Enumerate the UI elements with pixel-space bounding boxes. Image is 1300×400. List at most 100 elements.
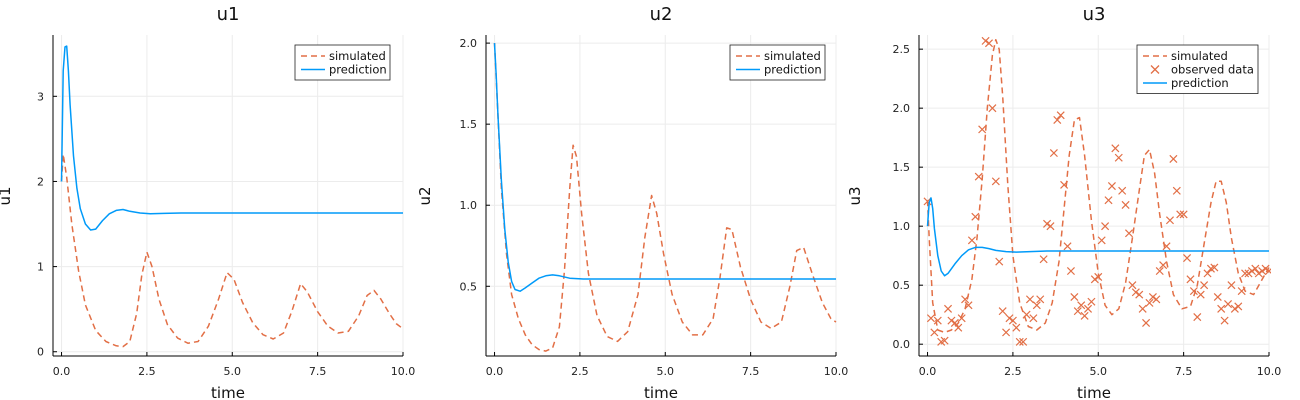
observed-point-marker xyxy=(1114,153,1123,162)
observed-point-marker xyxy=(1124,229,1134,238)
y-tick-label: 2.0 xyxy=(460,37,478,50)
plot-area: 0.0 2.5 5.0 7.5 10.0 0.5 1.0 1.5 2.0 simulatedpre… xyxy=(460,35,849,378)
observed-point-marker xyxy=(1025,295,1035,304)
y-tick-label: 3 xyxy=(37,90,44,103)
observed-point-marker xyxy=(981,36,990,45)
observed-point-marker xyxy=(1264,267,1271,276)
observed-point-marker xyxy=(1107,182,1116,191)
observed-point-marker xyxy=(1043,219,1052,228)
observed-point-marker xyxy=(950,318,959,327)
x-tick-label: 0.0 xyxy=(53,365,71,378)
observed-point-marker xyxy=(971,212,980,221)
observed-point-marker xyxy=(1039,255,1048,264)
observed-point-marker xyxy=(1097,236,1106,245)
observed-point-marker xyxy=(1005,314,1014,323)
x-tick-label: 7.5 xyxy=(742,365,760,378)
y-tick-label: 2 xyxy=(37,175,44,188)
observed-point-marker xyxy=(1111,144,1120,153)
x-axis-label: time xyxy=(644,384,678,400)
observed-point-marker xyxy=(1066,267,1075,276)
y-tick-label: 0.0 xyxy=(893,338,911,351)
observed-point-marker xyxy=(1155,267,1164,276)
observed-point-marker xyxy=(1008,316,1017,325)
observed-point-marker xyxy=(1145,298,1154,307)
observed-point-marker xyxy=(1220,316,1229,325)
panel-title: u1 xyxy=(217,4,240,25)
observed-point-marker xyxy=(1162,242,1171,251)
observed-point-marker xyxy=(1169,154,1178,163)
legend-box xyxy=(1136,44,1259,94)
observed-point-marker xyxy=(1179,210,1188,219)
y-tick-label: 0.5 xyxy=(460,280,478,293)
observed-point-marker xyxy=(1152,295,1161,304)
observed-point-marker xyxy=(1053,115,1062,124)
series-layer xyxy=(60,45,404,348)
observed-point-marker xyxy=(1193,313,1202,322)
observed-point-marker xyxy=(961,295,970,304)
y-tick-label: 1 xyxy=(37,261,44,274)
observed-point-marker xyxy=(1118,186,1127,195)
observed-point-marker xyxy=(995,257,1004,266)
observed-point-marker xyxy=(1138,304,1147,313)
observed-point-marker xyxy=(1046,222,1055,231)
observed-point-marker xyxy=(1189,287,1198,296)
legend-label: prediction xyxy=(1171,76,1229,90)
observed-point-marker xyxy=(1049,148,1058,158)
y-axis-label: u3 xyxy=(846,186,864,205)
observed-point-marker xyxy=(1087,297,1096,306)
x-tick-label: 2.5 xyxy=(138,365,156,378)
observed-point-marker xyxy=(1234,302,1243,311)
observed-point-marker xyxy=(998,307,1007,316)
prediction-series-line xyxy=(493,43,836,292)
panel-title: u2 xyxy=(650,4,673,25)
simulated-series-line xyxy=(493,43,837,352)
observed-point-marker xyxy=(1247,267,1256,276)
observed-point-marker xyxy=(1210,263,1219,272)
observed-point-marker xyxy=(1077,301,1086,310)
y-tick-label: 2.5 xyxy=(893,43,911,56)
observed-point-marker xyxy=(1104,196,1113,205)
observed-point-marker xyxy=(1237,287,1246,296)
observed-point-marker xyxy=(1012,323,1021,332)
observed-point-marker xyxy=(1241,269,1250,278)
observed-point-marker xyxy=(1056,111,1065,120)
observed-point-marker xyxy=(1258,267,1267,276)
observed-point-marker xyxy=(1148,292,1157,302)
observed-point-marker xyxy=(930,328,939,337)
observed-point-marker xyxy=(1015,337,1024,346)
y-tick-label: 2.0 xyxy=(893,102,911,115)
observed-point-marker xyxy=(1227,281,1236,290)
legend-label: observed data xyxy=(1171,63,1254,77)
observed-point-marker xyxy=(1080,311,1089,320)
observed-point-marker xyxy=(991,177,1000,186)
observed-point-marker xyxy=(1121,200,1130,209)
observed-point-marker xyxy=(988,104,997,113)
observed-point-marker xyxy=(1196,290,1205,299)
x-axis-label: time xyxy=(211,384,245,400)
observed-point-marker xyxy=(1128,281,1137,290)
panel-u1: u1 time u1 0.0 2.5 5.0 7.5 10.0 0 1 2 3 simulated… xyxy=(0,4,415,400)
y-tick-label: 0.5 xyxy=(893,279,911,292)
observed-point-marker xyxy=(1101,222,1110,231)
legend-box xyxy=(294,44,391,81)
observed-point-marker xyxy=(1063,242,1072,251)
series-layer xyxy=(493,43,837,352)
observed-point-marker xyxy=(1223,300,1233,309)
observed-point-marker xyxy=(1172,186,1181,195)
observed-point-marker xyxy=(1251,264,1260,273)
legend-label: simulated xyxy=(764,49,821,63)
observed-point-marker xyxy=(1186,275,1195,284)
observed-point-marker xyxy=(1261,264,1270,273)
observed-point-marker xyxy=(964,301,973,310)
panel-title: u3 xyxy=(1083,4,1106,25)
observed-point-marker xyxy=(1002,328,1011,337)
observed-point-marker xyxy=(943,304,953,313)
observed-point-marker xyxy=(1165,216,1175,225)
observed-point-marker xyxy=(974,172,983,181)
x-tick-label: 10.0 xyxy=(824,365,849,378)
observed-point-marker xyxy=(1159,261,1168,270)
simulated-series-line xyxy=(60,153,404,348)
y-tick-label: 1.0 xyxy=(460,199,478,212)
